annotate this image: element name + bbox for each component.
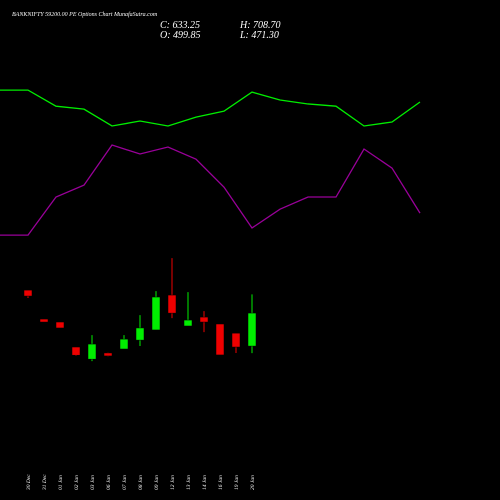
open-label: O: 499.85 bbox=[160, 30, 201, 41]
candle-body bbox=[103, 352, 113, 357]
x-tick-label: 09 Jan bbox=[154, 475, 160, 490]
candle-body bbox=[199, 316, 209, 323]
candle-body bbox=[87, 343, 97, 360]
candle-body bbox=[23, 289, 33, 297]
low-label: L: 471.30 bbox=[239, 30, 279, 41]
x-tick-label: 08 Jan bbox=[138, 475, 144, 490]
x-tick-label: 06 Jan bbox=[106, 475, 112, 490]
candle-body bbox=[119, 338, 129, 350]
x-tick-label: 16 Jan bbox=[218, 475, 224, 490]
candle-body bbox=[231, 332, 241, 348]
x-tick-label: 02 Jan bbox=[74, 475, 80, 490]
candle-body bbox=[151, 296, 161, 331]
high-label: H: 708.70 bbox=[239, 20, 281, 31]
candle-body bbox=[135, 327, 145, 341]
x-tick-label: 30 Dec bbox=[26, 474, 32, 491]
x-tick-label: 07 Jan bbox=[122, 475, 128, 490]
candle-body bbox=[247, 312, 257, 347]
candle-body bbox=[39, 318, 49, 323]
x-tick-label: 14 Jan bbox=[201, 475, 208, 490]
chart-title: BANKNIFTY 59200.00 PE Options Chart Muna… bbox=[12, 11, 158, 18]
candle-body bbox=[215, 323, 225, 356]
x-tick-label: 13 Jan bbox=[186, 475, 192, 490]
x-tick-label: 12 Jan bbox=[170, 475, 176, 490]
x-tick-label: 20 Jan bbox=[250, 475, 256, 490]
line bbox=[0, 144, 421, 236]
candle-body bbox=[183, 319, 193, 327]
candle-body bbox=[55, 321, 65, 329]
x-tick-label: 03 Jan bbox=[90, 475, 96, 490]
x-tick-label: 19 Jan bbox=[234, 475, 240, 490]
line bbox=[0, 89, 421, 127]
candle-body bbox=[71, 346, 81, 356]
x-tick-label: 01 Jan bbox=[58, 475, 64, 490]
close-label: C: 633.25 bbox=[160, 20, 200, 31]
candle-body bbox=[167, 294, 177, 314]
x-tick-label: 31 Dec bbox=[42, 474, 48, 491]
